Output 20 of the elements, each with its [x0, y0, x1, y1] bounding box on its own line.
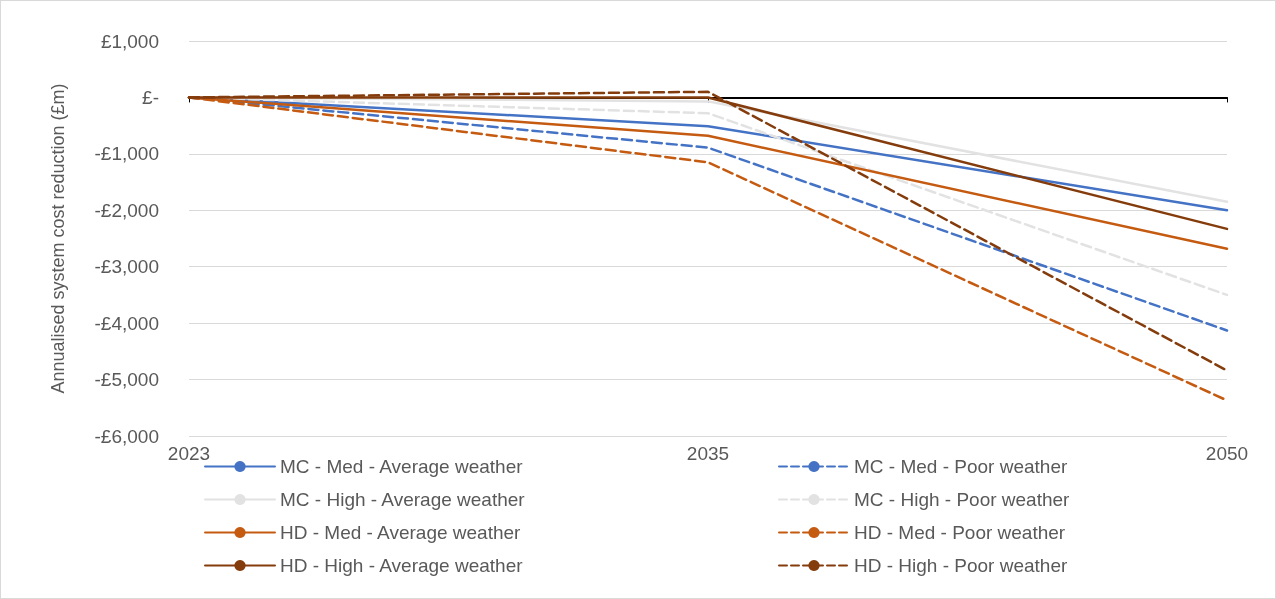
y-tick-label: -£2,000	[94, 199, 159, 221]
legend-label: HD - Med - Poor weather	[854, 522, 1066, 543]
y-axis-title: Annualised system cost reduction (£m)	[48, 83, 68, 394]
y-tick-label: £1,000	[100, 30, 159, 52]
legend-label: MC - Med - Poor weather	[854, 456, 1068, 477]
legend-label: MC - Med - Average weather	[280, 456, 524, 477]
x-tick-label: 2050	[1205, 443, 1249, 464]
legend-label: HD - High - Poor weather	[854, 555, 1068, 576]
x-tick-label: 2023	[167, 443, 211, 464]
y-tick-label: -£4,000	[94, 312, 159, 334]
y-tick-label: -£6,000	[94, 425, 159, 447]
legend-label: HD - Med - Average weather	[280, 522, 522, 543]
y-tick-label: -£5,000	[94, 369, 159, 391]
legend-label: HD - High - Average weather	[280, 555, 524, 576]
x-tick-label: 2035	[686, 443, 730, 464]
y-tick-label: £-	[142, 86, 159, 108]
y-tick-label: -£1,000	[94, 143, 159, 165]
legend-label: MC - High - Poor weather	[854, 489, 1071, 510]
y-tick-label: -£3,000	[94, 256, 159, 278]
legend-label: MC - High - Average weather	[280, 489, 526, 510]
